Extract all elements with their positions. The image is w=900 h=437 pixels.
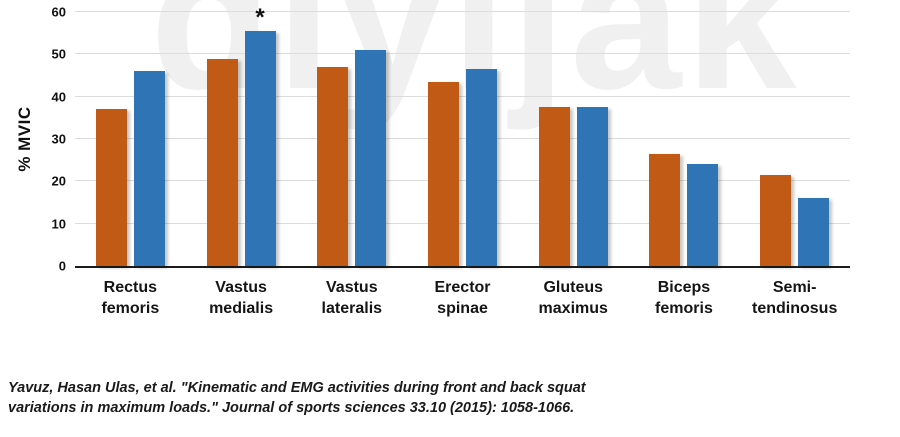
orange-bar	[95, 109, 127, 266]
gridline	[75, 53, 850, 55]
y-tick-label: 0	[58, 258, 66, 274]
y-tick-label: 20	[51, 173, 66, 189]
y-axis: 0 10 20 30 40 50 60	[0, 5, 66, 274]
blue-bar	[355, 50, 387, 266]
blue-bar	[133, 71, 165, 266]
bar-group: Semi- tendinosus	[739, 12, 850, 317]
bar-group: Gluteus maximus	[518, 12, 629, 317]
bar-group: Rectus femoris	[75, 12, 186, 317]
gridline	[75, 180, 850, 182]
bar-group: * Vastus medialis	[186, 6, 297, 317]
category-label: Semi- tendinosus	[752, 279, 838, 317]
gridline	[75, 222, 850, 224]
blue-bar	[687, 164, 719, 266]
gridline	[75, 11, 850, 12]
category-label: Biceps femoris	[655, 279, 713, 317]
bar-group: Erector spinae	[407, 12, 518, 317]
blue-bar	[798, 198, 830, 266]
bar-group: Biceps femoris	[629, 12, 740, 317]
y-tick-label: 40	[51, 89, 66, 105]
category-label: Rectus femoris	[101, 279, 160, 317]
y-tick-label: 10	[51, 216, 66, 232]
orange-bar	[206, 58, 238, 266]
blue-bar	[466, 69, 498, 266]
blue-bar	[576, 107, 608, 266]
blue-bar: *	[244, 6, 276, 266]
y-tick-label: 50	[51, 46, 66, 62]
category-label: Vastus lateralis	[321, 279, 383, 317]
category-label: Erector spinae	[434, 279, 491, 317]
orange-bar	[317, 67, 349, 266]
orange-bar	[760, 174, 792, 266]
category-label: Gluteus maximus	[538, 279, 608, 317]
y-tick-label: 60	[51, 4, 66, 20]
plot-area: Rectus femoris * Vastus medialis Vastus lat…	[75, 6, 850, 317]
y-tick-label: 30	[51, 131, 66, 147]
bar-group: Vastus lateralis	[296, 12, 407, 317]
bar-chart: % MVIC 0 10 20 30 40 50 60 Rectus femoris * Vast…	[0, 5, 850, 317]
gridline	[75, 138, 850, 139]
citation: Yavuz, Hasan Ulas, et al. "Kinematic and…	[8, 380, 586, 417]
orange-bar	[649, 153, 681, 266]
category-label: Vastus medialis	[209, 279, 274, 317]
orange-bar	[428, 81, 460, 266]
significance-marker: *	[255, 4, 265, 32]
gridline	[75, 95, 850, 97]
orange-bar	[538, 107, 570, 266]
